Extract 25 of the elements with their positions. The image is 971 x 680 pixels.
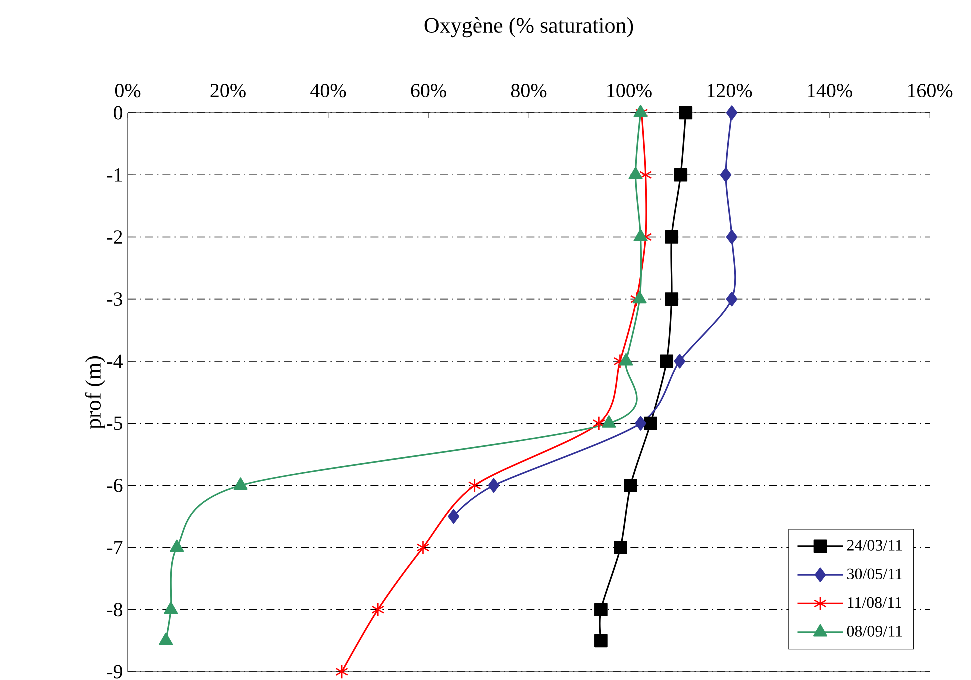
y-tick-label: -8	[107, 603, 123, 617]
x-tick-label: 40%	[310, 84, 346, 98]
y-axis-title: prof (m)	[85, 356, 106, 430]
x-tick-label: 80%	[511, 84, 547, 98]
legend-label: 24/03/11	[847, 540, 902, 551]
x-axis-title: Oxygène (% saturation)	[424, 18, 634, 38]
x-tick-label: 20%	[210, 84, 246, 98]
y-tick-label: -7	[107, 541, 123, 554]
y-tick-label: -9	[107, 665, 122, 679]
legend-label: 11/08/11	[848, 597, 902, 608]
legend-label: 08/09/11	[847, 626, 902, 637]
y-tick-label: 0	[114, 106, 123, 120]
x-tick-label: 120%	[708, 84, 752, 98]
y-tick-label: -2	[107, 230, 122, 244]
x-tick-label: 0%	[115, 84, 141, 98]
x-tick-label: 140%	[808, 84, 852, 98]
y-tick-label: -5	[107, 416, 123, 430]
y-tick-label: -6	[107, 478, 123, 492]
y-tick-label: -1	[107, 168, 122, 182]
y-tick-label: -4	[107, 354, 123, 368]
x-tick-label: 100%	[608, 84, 652, 98]
x-tick-label: 60%	[411, 84, 446, 98]
legend-label: 30/05/11	[848, 568, 902, 580]
x-tick-label: 160%	[908, 84, 953, 98]
y-tick-label: -3	[107, 292, 123, 306]
